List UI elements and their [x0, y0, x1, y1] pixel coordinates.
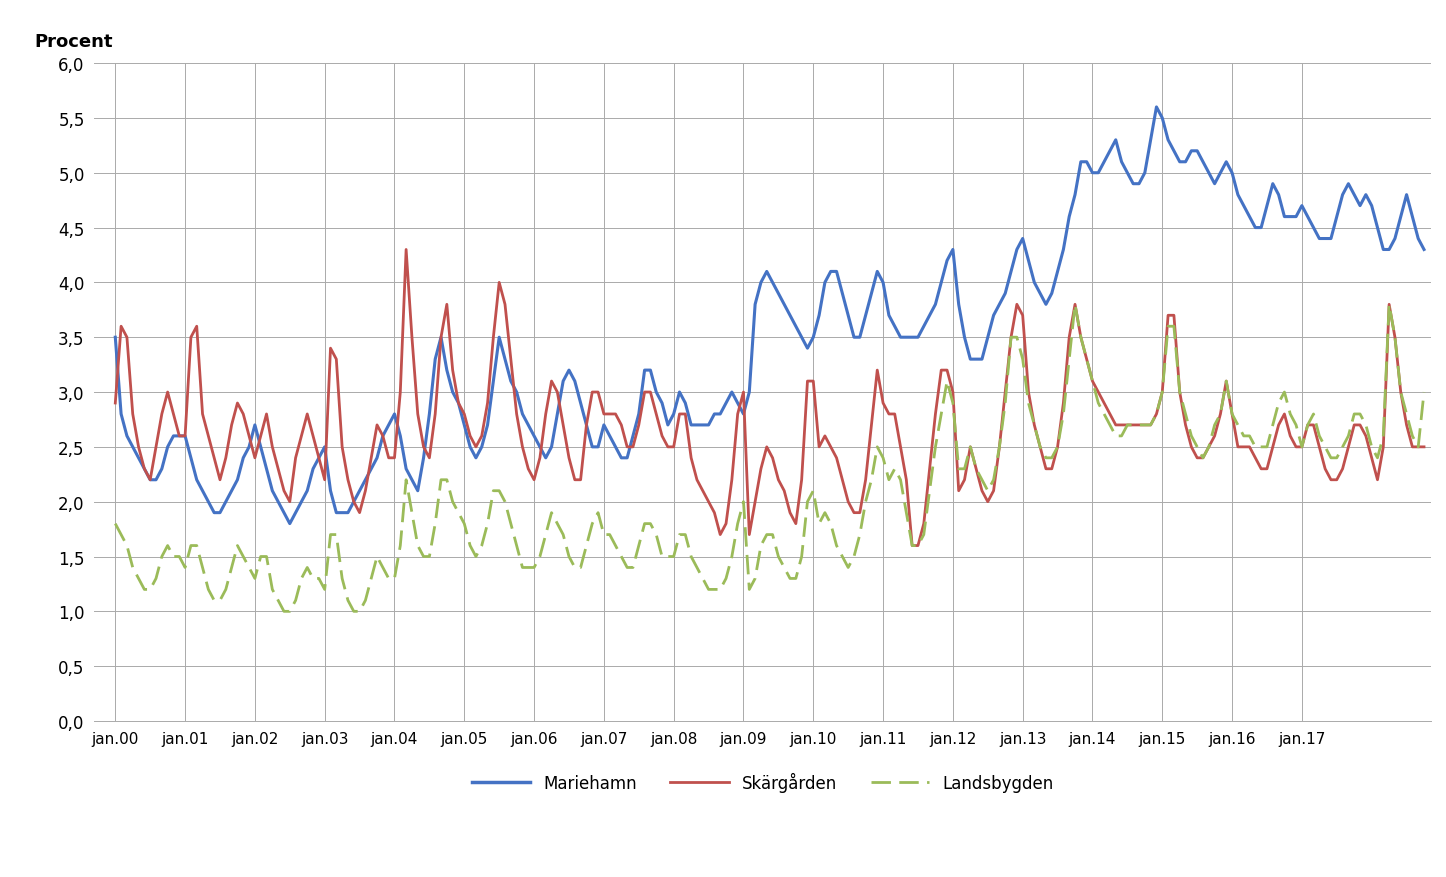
Text: Procent: Procent: [35, 32, 113, 51]
Legend: Mariehamn, Skärgården, Landsbygden: Mariehamn, Skärgården, Landsbygden: [466, 765, 1060, 798]
